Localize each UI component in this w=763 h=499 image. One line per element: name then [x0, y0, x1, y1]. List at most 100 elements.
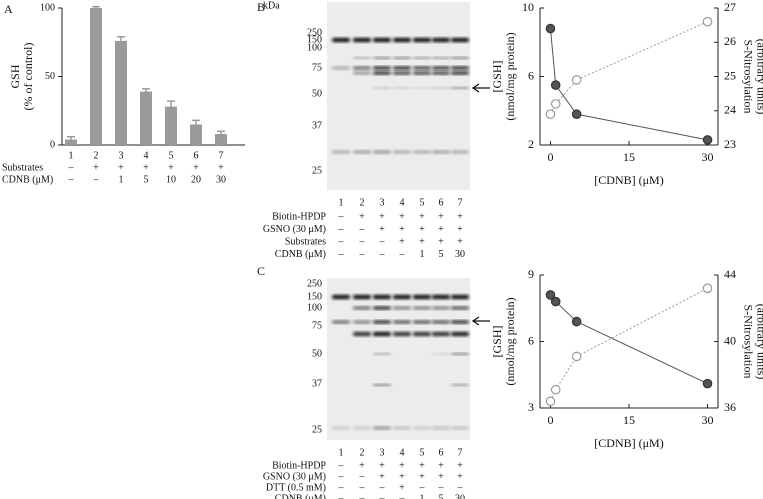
x-tick-label: 0: [547, 413, 553, 427]
blot-band: [413, 71, 431, 75]
lane-number: 1: [339, 197, 344, 208]
blot-band: [373, 150, 391, 154]
condition-value: +: [399, 211, 405, 222]
condition-value: +: [457, 460, 463, 471]
blot-band: [373, 57, 391, 59]
data-point: [571, 75, 582, 85]
data-point: [550, 99, 561, 109]
condition-value: +: [457, 211, 463, 222]
blot-band: [332, 295, 350, 299]
condition-value: +: [379, 224, 385, 235]
y-axis-label: GSH: [8, 64, 22, 88]
blot-band: [413, 320, 431, 324]
marker-label: 250: [307, 278, 322, 289]
bar: [215, 134, 227, 145]
blot-band: [393, 66, 411, 70]
condition-value: +: [419, 224, 425, 235]
blot-band: [373, 320, 391, 324]
data-point: [550, 384, 561, 395]
x-tick-label: 7: [219, 150, 224, 161]
x-tick-label: 5: [169, 150, 174, 161]
lane-number: 3: [380, 197, 385, 208]
blot-band: [432, 332, 450, 336]
condition-value: +: [359, 460, 365, 471]
condition-label: GSNO (30 μM): [263, 471, 326, 482]
data-point: [545, 109, 556, 119]
blot-band: [332, 150, 350, 154]
marker-label: 100: [307, 302, 322, 313]
panel-label: C: [257, 264, 265, 278]
blot-band: [373, 353, 391, 355]
y-tick-label: 6: [528, 68, 534, 82]
condition-value: 1: [420, 249, 425, 260]
marker-label: 150: [307, 34, 322, 45]
blot-band: [451, 426, 469, 430]
blot-band: [353, 57, 371, 59]
data-point: [550, 296, 561, 307]
blot-band: [413, 66, 431, 70]
condition-value: 5: [439, 493, 444, 499]
series-line: [550, 294, 708, 385]
blot-band: [332, 66, 350, 70]
marker-label: 250: [307, 27, 322, 38]
blot-band: [373, 87, 391, 89]
condition-value: +: [438, 460, 444, 471]
y2-tick-label: 44: [724, 267, 736, 281]
condition-value: +: [419, 460, 425, 471]
condition-value: –: [68, 174, 75, 185]
marker-label: 75: [312, 320, 322, 331]
x-tick-label: 15: [623, 150, 635, 164]
condition-value: –: [399, 249, 406, 260]
condition-value: 30: [455, 249, 465, 260]
y-tick-label: 2: [528, 137, 534, 151]
blot-band: [451, 320, 469, 324]
condition-value: +: [399, 460, 405, 471]
condition-value: –: [338, 493, 345, 499]
blot-band: [451, 306, 469, 310]
bar: [140, 91, 152, 145]
blot-band: [393, 87, 411, 89]
x-tick-label: 30: [702, 150, 714, 164]
blot-band: [451, 295, 469, 299]
y-tick-label: 3: [528, 400, 534, 414]
condition-value: –: [359, 482, 366, 493]
blot-band: [353, 332, 371, 336]
blot-band: [451, 332, 469, 336]
blot-band: [373, 295, 391, 299]
condition-value: +: [168, 162, 174, 173]
blot-band: [373, 71, 391, 75]
condition-value: +: [399, 224, 405, 235]
condition-value: –: [359, 224, 366, 235]
blot-band: [373, 332, 391, 336]
marker-label: 50: [312, 348, 322, 359]
condition-value: 10: [166, 174, 176, 185]
bar: [65, 139, 77, 145]
condition-label: CDNB (μM): [2, 174, 53, 185]
y-tick-label: 0: [50, 139, 55, 150]
condition-value: +: [419, 471, 425, 482]
condition-value: +: [118, 162, 124, 173]
condition-value: +: [379, 460, 385, 471]
lane-number: 7: [458, 447, 463, 458]
condition-value: +: [399, 236, 405, 247]
condition-value: –: [359, 236, 366, 247]
condition-label: Biotin-HPDP: [272, 460, 326, 471]
blot-band: [432, 320, 450, 324]
panel-label: A: [4, 2, 13, 16]
condition-value: –: [419, 482, 426, 493]
condition-value: +: [438, 236, 444, 247]
blot-band: [373, 38, 391, 42]
y-axis-label: (nmol/mg protein): [503, 297, 517, 385]
unit-label: kDa: [263, 0, 280, 11]
condition-label: Substrates: [285, 236, 326, 247]
arrow: [471, 83, 490, 93]
condition-value: +: [379, 211, 385, 222]
condition-value: –: [359, 471, 366, 482]
condition-value: –: [457, 482, 464, 493]
blot-band: [373, 306, 391, 310]
condition-value: +: [419, 236, 425, 247]
y2-axis-label: S-Nitrosylation: [741, 40, 755, 114]
blot-band: [413, 295, 431, 299]
blot-band: [432, 66, 450, 70]
blot-band: [413, 150, 431, 154]
